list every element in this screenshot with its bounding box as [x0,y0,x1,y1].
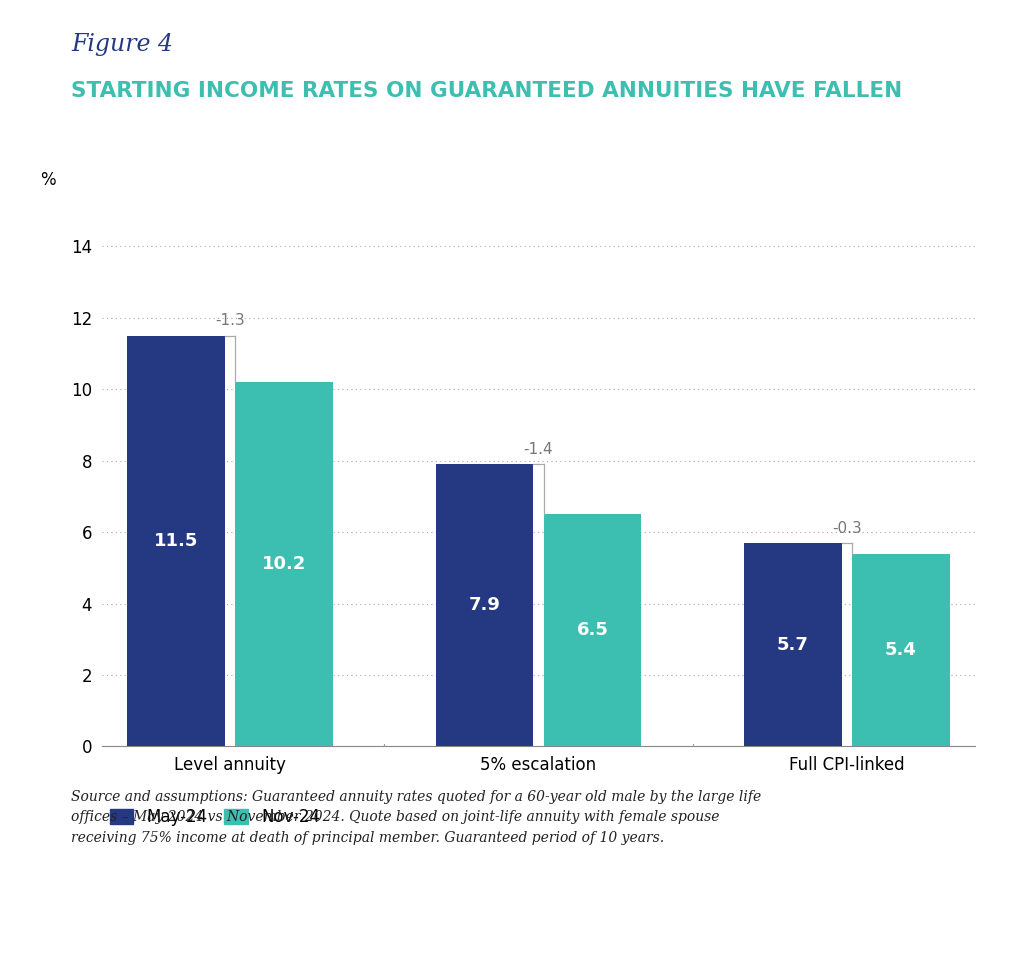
Text: 5.4: 5.4 [885,641,916,659]
Text: STARTING INCOME RATES ON GUARANTEED ANNUITIES HAVE FALLEN: STARTING INCOME RATES ON GUARANTEED ANNU… [71,81,902,101]
Text: -1.3: -1.3 [215,314,245,328]
Legend: May-24, Nov-24: May-24, Nov-24 [110,809,320,827]
Text: 11.5: 11.5 [154,532,198,550]
Bar [127,336,225,746]
Text: Source and assumptions: Guaranteed annuity rates quoted for a 60-year old male b: Source and assumptions: Guaranteed annui… [71,790,761,845]
Text: -0.3: -0.3 [832,521,862,536]
Bar [852,553,950,746]
Text: %: % [41,171,56,189]
Text: 6.5: 6.5 [576,621,609,639]
Text: 10.2: 10.2 [262,555,306,573]
Bar [236,382,333,746]
Bar [544,514,641,746]
Text: 7.9: 7.9 [468,596,501,614]
Bar [436,464,533,746]
Text: Figure 4: Figure 4 [71,33,173,56]
Text: 5.7: 5.7 [777,635,809,654]
Text: -1.4: -1.4 [523,442,554,457]
Bar [744,543,841,746]
